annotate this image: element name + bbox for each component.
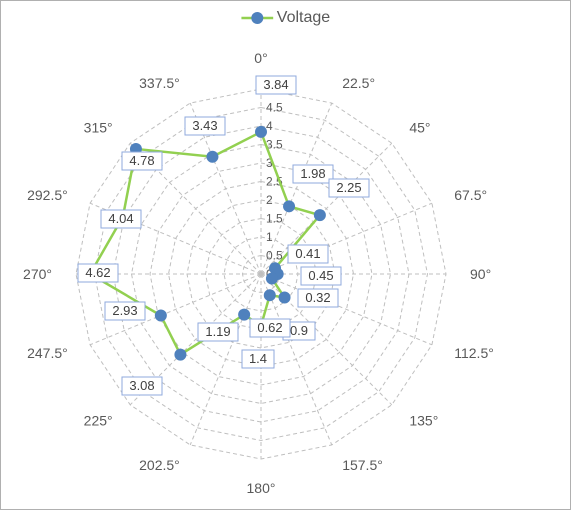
data-label: 2.93 — [105, 302, 145, 320]
tick-label: 1 — [266, 230, 273, 244]
svg-text:3.84: 3.84 — [263, 77, 288, 92]
category-label: 225° — [84, 412, 113, 428]
data-label: 0.32 — [298, 289, 338, 307]
svg-text:3.43: 3.43 — [192, 118, 217, 133]
radar-svg: 0°22.5°45°67.5°90°112.5°135°157.5°180°20… — [1, 1, 571, 511]
data-marker — [266, 273, 278, 285]
data-label: 4.04 — [101, 210, 141, 228]
data-label: 3.43 — [185, 117, 225, 135]
data-marker — [155, 309, 167, 321]
data-marker — [206, 151, 218, 163]
svg-text:1.19: 1.19 — [205, 324, 230, 339]
data-marker — [238, 309, 250, 321]
svg-text:4.04: 4.04 — [108, 211, 133, 226]
svg-text:1.4: 1.4 — [249, 351, 267, 366]
data-marker — [314, 209, 326, 221]
svg-text:4.78: 4.78 — [129, 153, 154, 168]
category-label: 45° — [409, 120, 430, 136]
data-label: 1.4 — [242, 350, 274, 368]
category-label: 315° — [84, 120, 113, 136]
svg-text:3.08: 3.08 — [129, 378, 154, 393]
svg-text:0.32: 0.32 — [305, 290, 330, 305]
data-label: 4.62 — [78, 264, 118, 282]
category-label: 67.5° — [454, 187, 487, 203]
tick-label: 1.5 — [266, 212, 283, 226]
svg-text:4.62: 4.62 — [85, 265, 110, 280]
data-label: 3.84 — [256, 76, 296, 94]
data-marker — [255, 126, 267, 138]
category-label: 22.5° — [342, 75, 375, 91]
svg-text:1.98: 1.98 — [300, 166, 325, 181]
data-label: 1.98 — [293, 165, 333, 183]
category-label: 157.5° — [342, 457, 383, 473]
category-label: 202.5° — [139, 457, 180, 473]
data-marker — [279, 292, 291, 304]
data-marker — [264, 289, 276, 301]
tick-label: 2 — [266, 193, 273, 207]
category-label: 135° — [409, 412, 438, 428]
svg-text:0.45: 0.45 — [308, 268, 333, 283]
category-label: 247.5° — [27, 345, 68, 361]
svg-text:2.93: 2.93 — [112, 303, 137, 318]
category-label: 337.5° — [139, 75, 180, 91]
category-label: 270° — [23, 266, 52, 282]
category-label: 90° — [470, 266, 491, 282]
data-label: 0.45 — [301, 267, 341, 285]
data-label: 0.62 — [250, 319, 290, 337]
data-label: 4.78 — [122, 152, 162, 170]
data-label: 3.08 — [122, 377, 162, 395]
category-label: 180° — [247, 480, 276, 496]
radar-chart-container: Voltage 0°22.5°45°67.5°90°112.5°135°157.… — [0, 0, 571, 510]
data-label: 1.19 — [198, 323, 238, 341]
svg-text:0.9: 0.9 — [290, 323, 308, 338]
category-label: 0° — [254, 50, 267, 66]
svg-text:0.62: 0.62 — [257, 320, 282, 335]
data-label: 2.25 — [329, 179, 369, 197]
category-label: 112.5° — [454, 345, 494, 361]
data-marker — [283, 200, 295, 212]
data-label: 0.41 — [288, 245, 328, 263]
svg-text:2.25: 2.25 — [336, 180, 361, 195]
tick-label: 4 — [266, 119, 273, 133]
tick-label: 4.5 — [266, 101, 283, 115]
svg-text:0.41: 0.41 — [295, 246, 320, 261]
category-label: 292.5° — [27, 187, 68, 203]
data-marker — [174, 349, 186, 361]
